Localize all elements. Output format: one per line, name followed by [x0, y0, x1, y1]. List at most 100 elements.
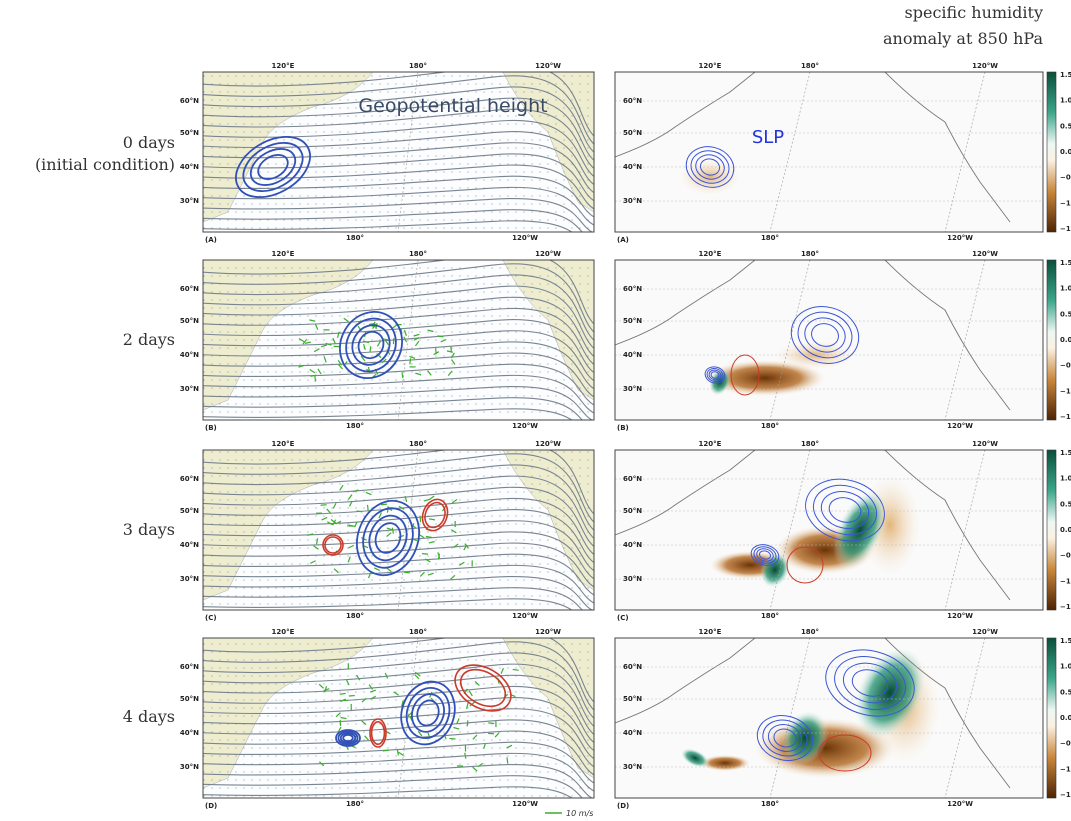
lat-label: 30°N	[180, 385, 199, 393]
colorbar-tick-label: −1.5	[1060, 603, 1071, 611]
panel-letter: (C)	[205, 614, 217, 622]
lon-label: 180°	[409, 62, 427, 70]
colorbar	[1047, 72, 1056, 232]
lat-label: 60°N	[623, 663, 642, 671]
lat-label: 60°N	[623, 285, 642, 293]
panel-letter: (A)	[205, 236, 217, 244]
lat-label: 60°N	[180, 475, 199, 483]
colorbar-tick-label: 0.5	[1060, 500, 1071, 508]
panel-letter: (D)	[617, 802, 629, 810]
lat-label: 50°N	[623, 695, 642, 703]
wind-arrow	[383, 750, 389, 751]
humidity-panel	[615, 260, 1043, 420]
lon-label: 120°E	[699, 628, 722, 636]
lon-label: 180°	[801, 62, 819, 70]
lat-label: 30°N	[180, 197, 199, 205]
lon-label: 120°W	[535, 62, 561, 70]
panel-letter: (C)	[617, 614, 629, 622]
lon-label: 120°W	[512, 422, 538, 430]
lon-label: 180°	[761, 422, 779, 430]
lat-label: 50°N	[623, 129, 642, 137]
colorbar-tick-label: −1.5	[1060, 225, 1071, 233]
wind-arrow	[410, 358, 411, 364]
colorbar-tick-label: 0.5	[1060, 122, 1071, 130]
wind-arrow	[404, 572, 410, 573]
row-label: (initial condition)	[35, 155, 175, 174]
lat-label: 50°N	[180, 507, 199, 515]
lat-label: 30°N	[623, 575, 642, 583]
colorbar-tick-label: 0.0	[1060, 336, 1071, 344]
colorbar-title: specific humidity	[905, 3, 1043, 22]
wind-arrow	[449, 738, 455, 739]
lon-label: 120°W	[947, 800, 973, 808]
lon-label: 180°	[761, 234, 779, 242]
colorbar-tick-label: −0.5	[1060, 362, 1071, 370]
colorbar-tick-label: 1.0	[1060, 663, 1071, 671]
lon-label: 120°W	[972, 62, 998, 70]
wind-arrow	[381, 504, 387, 505]
colorbar-tick-label: −1.0	[1060, 577, 1071, 585]
lat-label: 30°N	[623, 385, 642, 393]
colorbar	[1047, 260, 1056, 420]
lon-label: 120°W	[947, 234, 973, 242]
lon-label: 120°W	[972, 628, 998, 636]
colorbar-tick-label: 1.5	[1060, 259, 1071, 267]
lon-label: 120°W	[535, 440, 561, 448]
lat-label: 30°N	[180, 575, 199, 583]
lon-label: 180°	[801, 440, 819, 448]
lat-label: 40°N	[623, 729, 642, 737]
lon-label: 180°	[761, 800, 779, 808]
lon-label: 120°W	[512, 800, 538, 808]
wind-arrow	[467, 720, 468, 726]
geopotential-panel	[203, 65, 594, 250]
humidity-panel	[615, 450, 1043, 610]
lat-label: 50°N	[180, 695, 199, 703]
colorbar-tick-label: −1.5	[1060, 413, 1071, 421]
humidity-panel	[615, 636, 1043, 798]
lon-label: 120°W	[535, 628, 561, 636]
lat-label: 30°N	[623, 197, 642, 205]
humidity-panel	[615, 72, 1043, 232]
colorbar-tick-label: 1.0	[1060, 475, 1071, 483]
lon-label: 120°W	[512, 234, 538, 242]
lon-label: 180°	[346, 234, 364, 242]
colorbar	[1047, 450, 1056, 610]
panel-letter: (D)	[205, 802, 217, 810]
annotation: Geopotential height	[358, 95, 547, 117]
wind-arrow	[402, 372, 403, 378]
geopotential-panel	[203, 443, 594, 628]
panel-letter: (B)	[617, 424, 629, 432]
colorbar-tick-label: −1.0	[1060, 387, 1071, 395]
colorbar-tick-label: −0.5	[1060, 552, 1071, 560]
colorbar-tick-label: −1.0	[1060, 765, 1071, 773]
wind-arrow	[368, 505, 369, 511]
colorbar-tick-label: 0.0	[1060, 526, 1071, 534]
lat-label: 50°N	[180, 317, 199, 325]
lon-label: 180°	[346, 612, 364, 620]
lon-label: 120°W	[947, 612, 973, 620]
lat-label: 40°N	[180, 729, 199, 737]
lon-label: 120°E	[272, 250, 295, 258]
lon-label: 120°W	[512, 612, 538, 620]
panel-letter: (A)	[617, 236, 629, 244]
row-label: 0 days	[123, 133, 175, 152]
lon-label: 120°E	[699, 62, 722, 70]
humidity-anomaly	[680, 159, 740, 195]
colorbar-tick-label: 0.5	[1060, 688, 1071, 696]
wind-arrow	[370, 346, 371, 352]
colorbar-tick-label: 0.0	[1060, 148, 1071, 156]
row-label: 4 days	[123, 707, 175, 726]
lat-label: 40°N	[180, 163, 199, 171]
lon-label: 180°	[409, 440, 427, 448]
lon-label: 180°	[346, 800, 364, 808]
colorbar-tick-label: −1.0	[1060, 199, 1071, 207]
lat-label: 60°N	[180, 663, 199, 671]
wind-arrow	[488, 723, 494, 724]
row-label: 3 days	[123, 520, 175, 539]
wind-arrow	[422, 554, 428, 555]
colorbar-tick-label: 1.5	[1060, 449, 1071, 457]
lon-label: 120°W	[535, 250, 561, 258]
lon-label: 120°E	[272, 440, 295, 448]
lat-label: 50°N	[623, 317, 642, 325]
colorbar-tick-label: 0.0	[1060, 714, 1071, 722]
